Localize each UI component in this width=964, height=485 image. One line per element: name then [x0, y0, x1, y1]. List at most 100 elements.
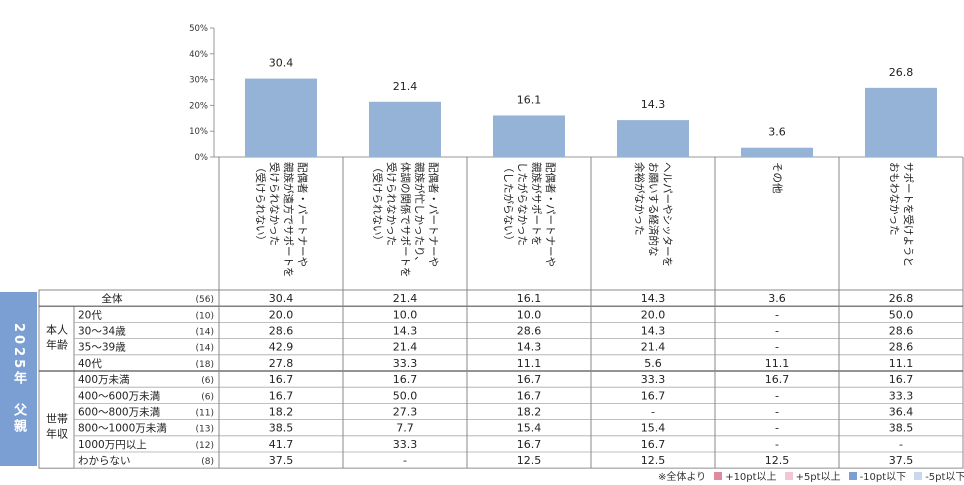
table-cell: 21.4 — [393, 292, 418, 305]
table-cell: 10.0 — [393, 308, 418, 321]
y-tick-label: 50% — [189, 24, 208, 34]
category-label: （したがらない） — [502, 162, 515, 246]
table-cell: 12.5 — [765, 454, 790, 467]
table-cell: 26.8 — [889, 292, 914, 305]
bar — [741, 147, 813, 157]
category-label: 配偶者・パートナーや — [296, 162, 309, 267]
table-cell: 38.5 — [889, 422, 914, 435]
table-cell: - — [775, 325, 779, 338]
table-cell: 16.7 — [393, 373, 418, 386]
table-cell: 5.6 — [644, 357, 662, 370]
table-group-label: 年収 — [46, 427, 68, 441]
table-cell: 7.7 — [396, 422, 414, 435]
table-cell: 16.7 — [765, 373, 790, 386]
table-cell: 30.4 — [269, 292, 294, 305]
table-cell: 21.4 — [641, 341, 666, 354]
table-group-label: 年齢 — [46, 338, 68, 352]
table-cell: 28.6 — [889, 341, 914, 354]
table-row-n: (18) — [196, 360, 214, 370]
legend-item-minus5: -5pt以下 — [914, 468, 964, 483]
table-cell: 16.7 — [517, 438, 542, 451]
category-label: 体調の関係でサポートを — [399, 162, 412, 278]
category-label: 配偶者・パートナーや — [544, 162, 557, 267]
legend-swatch-minus10 — [848, 471, 857, 480]
table-row-n: (13) — [196, 425, 214, 435]
table-cell: 12.5 — [517, 454, 542, 467]
category-label: その他 — [771, 162, 784, 194]
category-label: 受けられなかった — [268, 162, 280, 246]
table-row-n: (10) — [196, 311, 214, 321]
table-cell: 14.3 — [641, 292, 666, 305]
category-label: 親族が遠方でサポートを — [282, 162, 295, 278]
bar-value-label: 30.4 — [269, 57, 294, 70]
table-row-n: (56) — [196, 295, 214, 305]
legend-item-minus10: -10pt以下 — [848, 468, 907, 483]
table-cell: - — [775, 438, 779, 451]
category-label: したがらなかった — [516, 162, 529, 246]
table-cell: - — [775, 422, 779, 435]
table-cell: 21.4 — [393, 341, 418, 354]
table-cell: 28.6 — [517, 325, 542, 338]
table-cell: 14.3 — [393, 325, 418, 338]
table-row-label: 全体 — [102, 292, 123, 305]
legend-label-minus5: -5pt以下 — [925, 472, 964, 483]
table-cell: - — [775, 389, 779, 402]
legend-label-plus5: +5pt以上 — [795, 472, 841, 483]
category-label: 余裕がなかった — [633, 162, 646, 236]
y-tick-label: 20% — [189, 101, 208, 111]
table-cell: 18.2 — [517, 406, 542, 419]
table-cell: 20.0 — [641, 308, 666, 321]
bar — [617, 120, 689, 157]
table-cell: 14.3 — [641, 325, 666, 338]
table-cell: 16.7 — [269, 373, 294, 386]
table-cell: 11.1 — [517, 357, 542, 370]
bar — [865, 87, 937, 157]
table-row-label: わからない — [78, 455, 131, 467]
table-cell: - — [775, 341, 779, 354]
table-cell: 50.0 — [393, 389, 418, 402]
table-row-label: 400～600万未満 — [78, 390, 161, 402]
legend: ※全体より +10pt以上 +5pt以上 -10pt以下 -5pt以下 — [658, 468, 964, 483]
table-cell: - — [651, 406, 655, 419]
table-cell: 33.3 — [889, 389, 914, 402]
table-cell: 15.4 — [517, 422, 542, 435]
bar — [493, 115, 565, 157]
side-label-text: 2025年 父親 — [11, 322, 26, 436]
table-cell: 15.4 — [641, 422, 666, 435]
table-cell: 10.0 — [517, 308, 542, 321]
table-row-label: 1000万円以上 — [78, 439, 147, 451]
table-cell: 27.8 — [269, 357, 294, 370]
table-row-n: (12) — [196, 441, 214, 451]
table-cell: 33.3 — [393, 357, 418, 370]
table-border — [38, 289, 964, 469]
table-row-label: 800～1000万未満 — [78, 423, 167, 435]
table-row-n: (6) — [201, 376, 214, 386]
table-cell: 37.5 — [269, 454, 294, 467]
legend-item-plus5: +5pt以上 — [784, 468, 841, 483]
table-cell: 16.7 — [641, 389, 666, 402]
table-cell: 33.3 — [393, 438, 418, 451]
table-cell: 14.3 — [517, 341, 542, 354]
legend-swatch-plus5 — [784, 471, 793, 480]
table-row-label: 40代 — [78, 358, 102, 370]
table-cell: 38.5 — [269, 422, 294, 435]
table-row-n: (6) — [201, 392, 214, 402]
legend-label-minus10: -10pt以下 — [859, 472, 907, 483]
table-row-n: (14) — [196, 344, 214, 354]
table-cell: - — [403, 454, 407, 467]
y-tick-label: 30% — [189, 76, 208, 86]
category-label: （受けられない） — [371, 162, 383, 246]
category-label: サポートを受けようと — [902, 162, 914, 267]
legend-swatch-plus10 — [714, 471, 723, 480]
category-label: おもわなかった — [888, 162, 900, 236]
y-tick-label: 0% — [195, 153, 209, 163]
table-row-label: 600～800万未満 — [78, 407, 161, 419]
table-cell: - — [775, 308, 779, 321]
bar-value-label: 16.1 — [517, 93, 542, 106]
table-cell: 16.7 — [889, 373, 914, 386]
category-label: 親族がサポートを — [530, 162, 543, 246]
table-group-label: 本人 — [46, 323, 68, 337]
category-label: （受けられない） — [254, 162, 266, 246]
table-cell: 27.3 — [393, 406, 418, 419]
table-cell: 50.0 — [889, 308, 914, 321]
